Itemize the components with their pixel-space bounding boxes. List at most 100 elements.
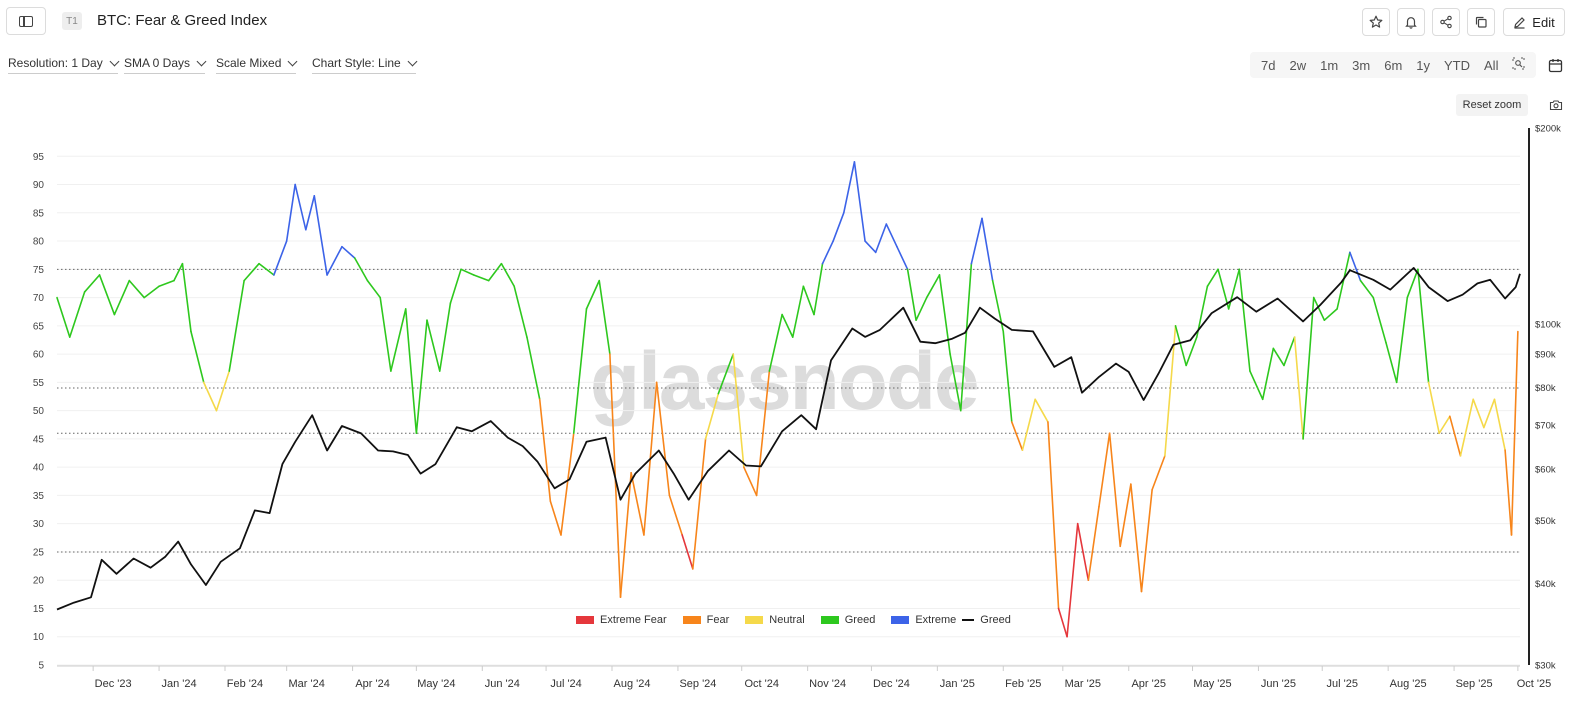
y-left-tick-label: 60	[33, 350, 45, 361]
index-segment	[113, 279, 131, 316]
index-segment	[1098, 432, 1111, 508]
y-left-tick-label: 5	[38, 661, 44, 672]
x-tick-label: Mar '25	[1065, 678, 1101, 690]
index-segment	[560, 432, 575, 536]
range-ytd[interactable]: YTD	[1444, 57, 1471, 73]
index-segment	[832, 211, 845, 242]
edit-button[interactable]: Edit	[1503, 8, 1565, 36]
duplicate-button[interactable]	[1467, 8, 1495, 36]
legend-label-greed: Greed	[844, 614, 876, 626]
range-6m[interactable]: 6m	[1384, 57, 1403, 73]
range-3m[interactable]: 3m	[1352, 57, 1371, 73]
pencil-icon	[1514, 16, 1526, 29]
index-segment	[56, 296, 71, 338]
scale-label: Scale Mixed	[216, 56, 282, 70]
alert-button[interactable]	[1397, 8, 1425, 36]
range-1y[interactable]: 1y	[1416, 57, 1431, 73]
index-segment	[304, 195, 316, 231]
chart-style-select[interactable]: Chart Style: Line	[312, 56, 418, 74]
reset-zoom-button[interactable]: Reset zoom	[1456, 94, 1528, 116]
y-right-tick-label: $60k	[1535, 464, 1556, 475]
x-tick-label: Feb '25	[1005, 678, 1041, 690]
legend-extreme-fear[interactable]: Extreme Fear	[576, 614, 667, 626]
legend-greed[interactable]: Greed	[820, 614, 876, 626]
index-segment	[190, 330, 205, 384]
index-segment	[585, 279, 601, 310]
camera-icon	[1549, 100, 1563, 111]
index-segment	[906, 268, 917, 321]
top-bar: T1 BTC: Fear & Greed Index Edit	[0, 0, 1594, 44]
index-segment	[1151, 455, 1166, 491]
chart-style-label: Chart Style: Line	[312, 56, 401, 70]
index-segment	[143, 285, 160, 299]
index-segment	[1217, 268, 1230, 310]
index-segment	[1108, 432, 1122, 548]
favorite-button[interactable]	[1362, 8, 1390, 36]
x-tick-label: Jun '25	[1261, 678, 1296, 690]
chevron-down-icon	[287, 56, 298, 66]
index-segment	[202, 381, 218, 412]
index-segment	[128, 279, 145, 299]
x-tick-label: Aug '24	[614, 678, 651, 690]
x-tick-label: Dec '23	[95, 678, 132, 690]
sma-select[interactable]: SMA 0 Days	[124, 56, 207, 74]
legend-label-neutral: Neutral	[769, 614, 805, 626]
index-segment	[1261, 347, 1275, 401]
index-segment	[1417, 268, 1430, 384]
index-segment	[1459, 398, 1475, 457]
legend-swatch-extreme-greed	[891, 616, 910, 624]
zoom-select-button[interactable]	[1505, 57, 1532, 73]
x-tick-label: Jul '25	[1327, 678, 1358, 690]
index-segment	[83, 274, 101, 293]
index-segment	[390, 308, 407, 372]
x-tick-label: Nov '24	[809, 678, 846, 690]
index-segment	[598, 279, 611, 355]
y-left-tick-label: 55	[33, 378, 45, 389]
index-segment	[781, 313, 794, 338]
tier-badge: T1	[62, 12, 82, 30]
index-segment	[821, 240, 834, 265]
date-range-button[interactable]	[1540, 50, 1570, 80]
y-left-tick-label: 90	[33, 180, 45, 191]
range-all[interactable]: All	[1484, 57, 1499, 73]
index-segment	[1066, 522, 1079, 638]
legend-neutral[interactable]: Neutral	[745, 614, 805, 626]
x-tick-label: Feb '24	[227, 678, 263, 690]
index-segment	[538, 398, 552, 502]
index-segment	[1087, 505, 1100, 582]
sma-label: SMA 0 Days	[124, 56, 191, 70]
legend-extreme-greed[interactable]: Extreme Greed	[891, 614, 1011, 626]
share-button[interactable]	[1432, 8, 1460, 36]
index-segment	[949, 353, 962, 412]
legend-fear[interactable]: Fear	[682, 614, 729, 626]
index-segment	[655, 381, 671, 497]
index-segment	[1483, 398, 1496, 429]
range-2w[interactable]: 2w	[1289, 57, 1307, 73]
range-1m[interactable]: 1m	[1320, 57, 1339, 73]
scale-select[interactable]: Scale Mixed	[216, 56, 298, 74]
range-7d[interactable]: 7d	[1261, 57, 1276, 73]
index-segment	[228, 279, 245, 372]
index-segment	[426, 319, 441, 372]
legend-swatch-price	[962, 619, 975, 621]
index-segment	[1372, 296, 1387, 344]
index-segment	[1510, 330, 1519, 536]
index-segment	[1504, 449, 1513, 536]
y-left-tick-label: 10	[33, 632, 45, 643]
resolution-select[interactable]: Resolution: 1 Day	[8, 56, 120, 74]
screenshot-button[interactable]	[1546, 96, 1566, 114]
index-segment	[630, 472, 645, 536]
index-segment	[1206, 268, 1219, 288]
chart-legend: Extreme Fear Fear Neutral Greed Extreme …	[576, 614, 1011, 626]
index-segment	[1130, 483, 1143, 593]
index-segment	[1312, 296, 1326, 321]
index-segment	[415, 319, 428, 435]
y-right-tick-label: $40k	[1535, 579, 1556, 590]
x-tick-label: Apr '24	[355, 678, 390, 690]
resolution-label: Resolution: 1 Day	[8, 56, 103, 70]
edit-label: Edit	[1532, 14, 1555, 30]
index-segment	[1395, 296, 1409, 384]
y-right-tick-label: $50k	[1535, 516, 1556, 527]
sidebar-toggle-button[interactable]	[6, 7, 46, 35]
index-segment	[885, 223, 898, 248]
